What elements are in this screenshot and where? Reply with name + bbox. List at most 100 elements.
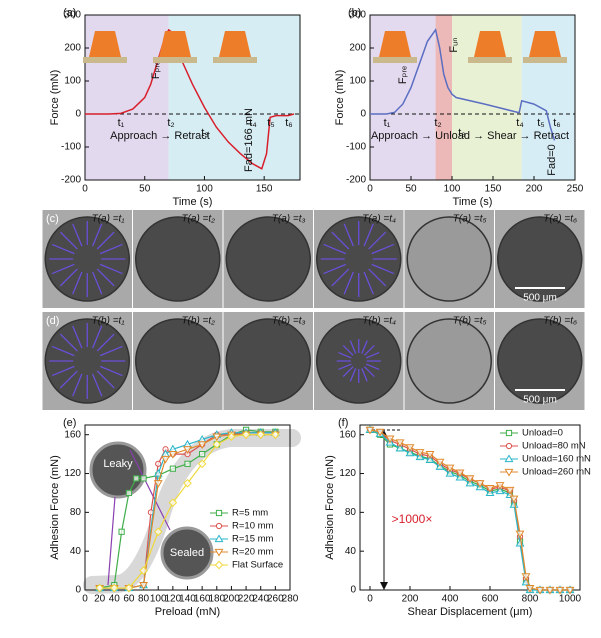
data-point: [455, 469, 465, 478]
pointer: [129, 449, 171, 531]
legend-label: R=15 mm: [232, 534, 274, 545]
frame-label: T(a) =t₄: [362, 214, 396, 225]
x-tick-label: 50: [405, 184, 417, 195]
indenter: [529, 31, 561, 57]
data-point: [227, 432, 236, 441]
panel-label: (c): [46, 213, 59, 225]
contact-area: [225, 216, 311, 302]
frame-label: T(b) =t₃: [272, 316, 306, 327]
data-point: [475, 480, 485, 488]
y-tick-label: 100: [349, 76, 366, 87]
contact-area: [135, 216, 221, 302]
data-point: [545, 586, 555, 595]
data-point: [425, 451, 435, 459]
plot-frame: [369, 14, 576, 181]
plot-frame: [84, 14, 301, 181]
data-point: [155, 460, 162, 467]
annotation: t₅: [267, 117, 275, 129]
annotation: t₁: [384, 117, 391, 129]
x-axis-label: Time (s): [453, 196, 493, 208]
x-tick-label: 160: [194, 594, 211, 605]
data-point: [521, 573, 531, 582]
y-axis-label: Force (mN): [334, 70, 346, 126]
flow-arrow: [96, 231, 115, 250]
x-tick-label: 180: [208, 594, 225, 605]
x-tick-label: 240: [252, 594, 269, 605]
data-point: [161, 455, 171, 464]
panel-label: (b): [348, 7, 361, 19]
data-point: [197, 441, 207, 450]
contact-area: [135, 318, 221, 404]
flow-arrow: [96, 268, 115, 287]
frame-label: T(a) =t₅: [453, 214, 487, 225]
flow-arrow: [342, 344, 354, 356]
flow-arrow: [96, 370, 115, 389]
data-point: [183, 446, 192, 454]
flow-arrow: [343, 223, 354, 247]
annotation: >1000×: [392, 512, 433, 526]
x-tick-label: 250: [567, 184, 584, 195]
y-tick-label: 0: [350, 585, 356, 596]
legend-marker: [214, 560, 224, 570]
x-tick-label: 20: [94, 594, 106, 605]
data-point: [425, 455, 435, 464]
contact-area: [497, 216, 583, 302]
annotation: Fₚᵣₑ: [150, 61, 162, 79]
x-tick-label: 200: [526, 184, 543, 195]
data-point: [415, 449, 425, 457]
frame-label: T(b) =t₅: [453, 316, 487, 327]
substrate: [83, 57, 127, 63]
annotation: t₂: [434, 117, 441, 129]
y-tick-label: -200: [61, 175, 81, 186]
data-point: [139, 566, 148, 575]
substrate: [153, 57, 197, 63]
data-point: [184, 460, 191, 467]
data-point: [125, 489, 133, 497]
legend-label: R=5 mm: [232, 508, 268, 519]
indenter: [159, 31, 191, 57]
panel-label: (a): [63, 7, 76, 19]
flow-arrow: [331, 268, 350, 287]
flow-arrow: [99, 263, 123, 275]
flow-arrow: [363, 366, 375, 378]
legend-label: R=20 mm: [232, 547, 274, 558]
legend-marker: [504, 454, 514, 463]
data-point: [395, 443, 405, 452]
annotation: t₄: [249, 117, 257, 129]
data-point: [405, 444, 415, 452]
legend-label: Unload=0: [522, 428, 563, 439]
flow-arrow: [99, 365, 123, 377]
data-point: [109, 583, 119, 593]
indenter: [474, 31, 506, 57]
y-tick-label: 120: [64, 468, 81, 479]
y-tick-label: 0: [75, 585, 81, 596]
data-point: [124, 583, 134, 593]
flow-arrow: [363, 344, 375, 356]
flow-arrow: [349, 368, 357, 382]
flow-arrow: [59, 231, 78, 250]
data-point: [375, 428, 385, 437]
legend-label: Unload=160 mN: [522, 454, 591, 465]
data-point: [118, 528, 125, 535]
frame-label: T(b) =t₄: [362, 316, 396, 327]
x-tick-label: 50: [139, 184, 151, 195]
plot-frame: [359, 424, 581, 591]
y-tick-label: 40: [345, 546, 357, 557]
contact-area: [406, 216, 492, 302]
flow-arrow: [368, 268, 387, 287]
annotation: Fₚᵣₑ: [397, 66, 409, 84]
flow-arrow: [51, 263, 75, 275]
data-point: [256, 430, 266, 440]
flow-arrow: [363, 223, 374, 247]
x-tick-label: 80: [138, 594, 150, 605]
flow-arrow: [361, 340, 368, 354]
y-tick-label: -200: [346, 175, 366, 186]
legend-label: Flat Surface: [232, 560, 283, 571]
legend-marker: [214, 548, 224, 557]
data-point: [535, 586, 545, 595]
flow-arrow: [365, 351, 380, 359]
y-tick-label: 160: [64, 429, 81, 440]
frame-label: T(a) =t₆: [543, 214, 577, 225]
x-tick-label: 0: [82, 594, 88, 605]
data-point: [525, 584, 535, 593]
